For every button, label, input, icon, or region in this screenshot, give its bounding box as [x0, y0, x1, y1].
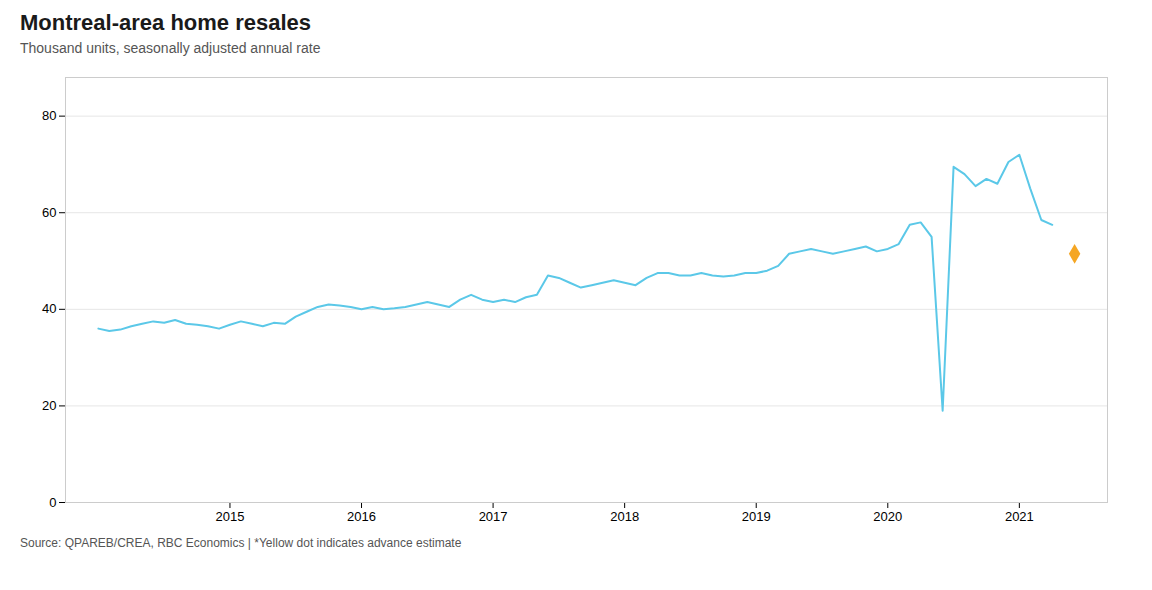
svg-text:2017: 2017 [479, 509, 508, 524]
svg-text:40: 40 [42, 301, 56, 316]
svg-text:80: 80 [42, 108, 56, 123]
svg-text:60: 60 [42, 205, 56, 220]
svg-text:2020: 2020 [873, 509, 902, 524]
svg-text:20: 20 [42, 398, 56, 413]
svg-text:2021: 2021 [1005, 509, 1034, 524]
html-text:Montreal-area home resales: Montreal-area home resales [20, 10, 311, 35]
svg-text:2018: 2018 [610, 509, 639, 524]
svg-text:2016: 2016 [347, 509, 376, 524]
html-text:Source: QPAREB/CREA, RBC Econo: Source: QPAREB/CREA, RBC Economics | *Ye… [20, 536, 462, 550]
svg-text:0: 0 [49, 495, 56, 510]
svg-text:2019: 2019 [742, 509, 771, 524]
svg-text:2015: 2015 [215, 509, 244, 524]
html-text:Thousand units, seasonally adj: Thousand units, seasonally adjusted annu… [20, 40, 321, 56]
